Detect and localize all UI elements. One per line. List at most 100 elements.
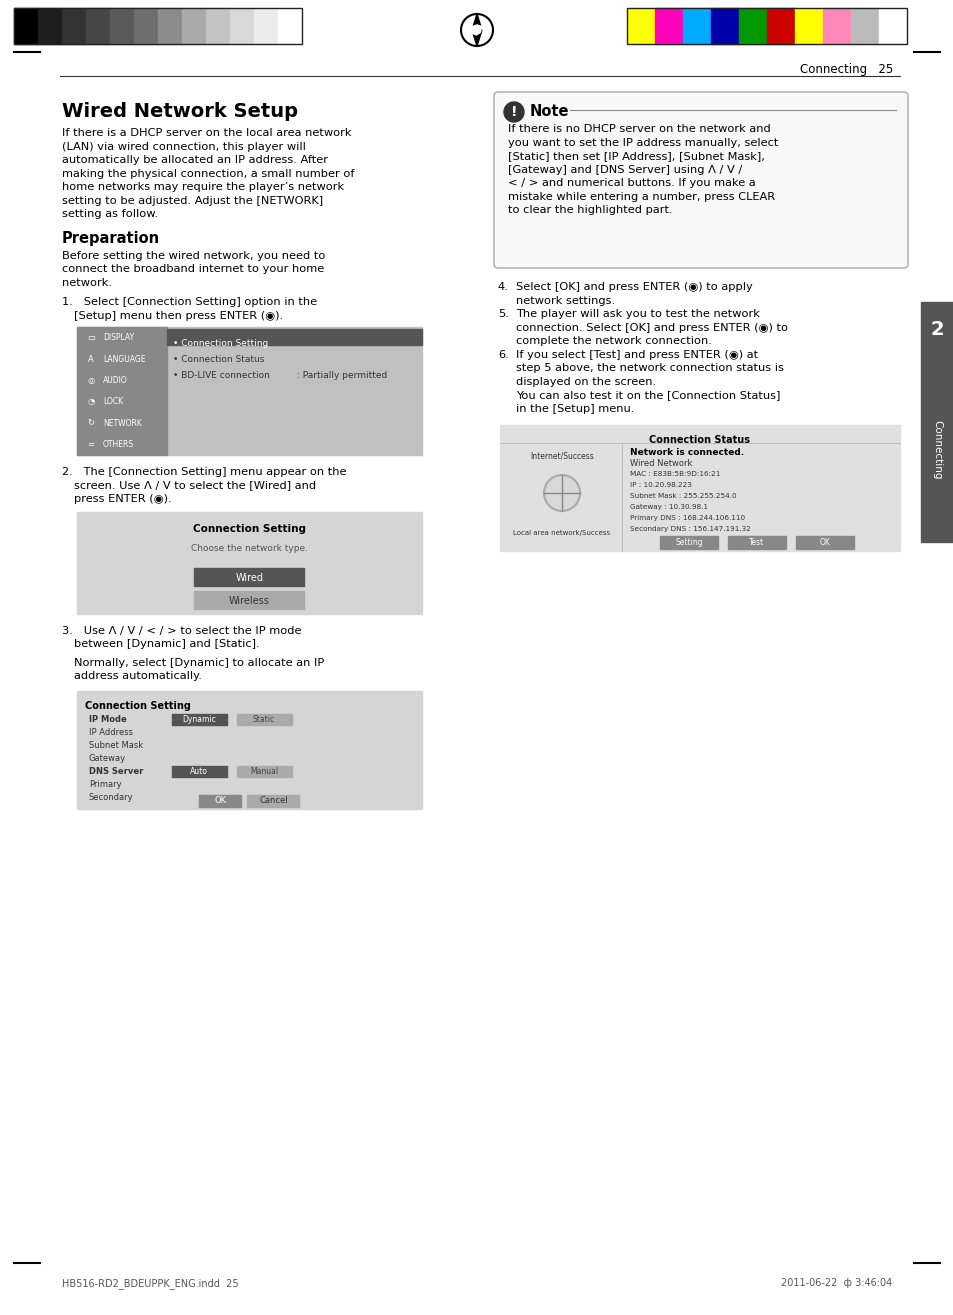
Bar	[77, 327, 421, 455]
Bar	[158, 8, 182, 43]
Text: Gateway : 10.30.98.1: Gateway : 10.30.98.1	[629, 504, 707, 510]
Text: home networks may require the player’s network: home networks may require the player’s n…	[62, 181, 344, 192]
Circle shape	[503, 103, 523, 122]
Text: =: =	[88, 439, 94, 448]
Text: Internet/Success: Internet/Success	[530, 451, 594, 460]
Text: Dynamic: Dynamic	[182, 715, 215, 725]
Circle shape	[543, 475, 579, 512]
Bar	[626, 8, 906, 43]
Bar	[62, 8, 86, 43]
Bar	[182, 8, 206, 43]
Text: OK: OK	[819, 538, 829, 547]
Text: !: !	[510, 105, 517, 118]
Text: NETWORK: NETWORK	[103, 418, 142, 427]
Bar	[659, 537, 718, 548]
Text: displayed on the screen.: displayed on the screen.	[516, 376, 656, 387]
Bar	[77, 327, 167, 455]
Bar	[795, 537, 853, 548]
Text: network.: network.	[62, 277, 112, 288]
Text: IP : 10.20.98.223: IP : 10.20.98.223	[629, 483, 691, 488]
Text: Connection Setting: Connection Setting	[85, 701, 191, 710]
Text: mistake while entering a number, press CLEAR: mistake while entering a number, press C…	[507, 192, 774, 201]
Text: Connection Setting: Connection Setting	[193, 523, 306, 534]
Text: IP Address: IP Address	[89, 727, 132, 736]
Text: Normally, select [Dynamic] to allocate an IP: Normally, select [Dynamic] to allocate a…	[74, 658, 324, 668]
Text: 2.   The [Connection Setting] menu appear on the: 2. The [Connection Setting] menu appear …	[62, 467, 346, 477]
Bar	[710, 8, 739, 43]
Text: Wireless: Wireless	[229, 596, 270, 605]
Text: Local area network/Success: Local area network/Success	[513, 530, 610, 537]
Text: Gateway: Gateway	[89, 753, 126, 763]
Text: LOCK: LOCK	[103, 397, 123, 406]
Bar	[133, 8, 158, 43]
Text: 1.   Select [Connection Setting] option in the: 1. Select [Connection Setting] option in…	[62, 297, 316, 306]
Text: automatically be allocated an IP address. After: automatically be allocated an IP address…	[62, 155, 328, 164]
Text: Wired Network: Wired Network	[629, 459, 692, 468]
Text: Wired: Wired	[235, 572, 263, 583]
Text: setting to be adjusted. Adjust the [NETWORK]: setting to be adjusted. Adjust the [NETW…	[62, 196, 323, 205]
Bar	[194, 568, 304, 585]
Text: Auto: Auto	[190, 767, 208, 776]
Bar	[110, 8, 133, 43]
Text: HB516-RD2_BDEUPPK_ENG.indd  25: HB516-RD2_BDEUPPK_ENG.indd 25	[62, 1278, 238, 1289]
Text: complete the network connection.: complete the network connection.	[516, 337, 711, 346]
Text: [Setup] menu then press ENTER (◉).: [Setup] menu then press ENTER (◉).	[74, 310, 283, 321]
Text: AUDIO: AUDIO	[103, 376, 128, 385]
Text: ▭: ▭	[87, 333, 95, 342]
Text: Wired Network Setup: Wired Network Setup	[62, 103, 297, 121]
Bar	[878, 8, 906, 43]
Text: A: A	[88, 355, 93, 363]
Text: Before setting the wired network, you need to: Before setting the wired network, you ne…	[62, 250, 325, 260]
Polygon shape	[472, 30, 481, 46]
Circle shape	[473, 26, 480, 34]
Text: Cancel: Cancel	[259, 796, 288, 805]
Text: 6.: 6.	[497, 350, 508, 359]
Text: • Connection Setting: • Connection Setting	[172, 339, 268, 348]
Text: The player will ask you to test the network: The player will ask you to test the netw…	[516, 309, 760, 320]
Bar	[727, 537, 785, 548]
Bar	[206, 8, 230, 43]
Text: Primary DNS : 168.244.106.110: Primary DNS : 168.244.106.110	[629, 515, 744, 521]
Text: 3.   Use Λ / V / < / > to select the IP mode: 3. Use Λ / V / < / > to select the IP mo…	[62, 626, 301, 635]
Text: to clear the highlighted part.: to clear the highlighted part.	[507, 205, 672, 214]
Text: ↻: ↻	[88, 418, 94, 427]
Text: ◔: ◔	[88, 397, 94, 406]
Bar	[77, 512, 421, 614]
Text: LANGUAGE: LANGUAGE	[103, 355, 146, 363]
Text: DNS Server: DNS Server	[89, 767, 143, 776]
Text: Primary: Primary	[89, 780, 121, 789]
Text: in the [Setup] menu.: in the [Setup] menu.	[516, 404, 634, 413]
Text: If there is no DHCP server on the network and: If there is no DHCP server on the networ…	[507, 124, 770, 134]
Text: [Static] then set [IP Address], [Subnet Mask],: [Static] then set [IP Address], [Subnet …	[507, 151, 764, 160]
Text: • Connection Status: • Connection Status	[172, 355, 264, 364]
Text: Connecting   25: Connecting 25	[799, 63, 892, 76]
Bar	[682, 8, 710, 43]
Text: Network is connected.: Network is connected.	[629, 448, 743, 458]
Text: : Partially permitted: : Partially permitted	[296, 371, 387, 380]
Bar	[850, 8, 878, 43]
Text: • BD-LIVE connection: • BD-LIVE connection	[172, 371, 270, 380]
Text: Subnet Mask : 255.255.254.0: Subnet Mask : 255.255.254.0	[629, 493, 736, 498]
Bar	[920, 302, 953, 542]
FancyBboxPatch shape	[494, 92, 907, 268]
Text: connection. Select [OK] and press ENTER (◉) to: connection. Select [OK] and press ENTER …	[516, 322, 787, 333]
Text: Secondary DNS : 156.147.191.32: Secondary DNS : 156.147.191.32	[629, 526, 750, 533]
Text: address automatically.: address automatically.	[74, 671, 202, 681]
Text: Connection Status: Connection Status	[649, 435, 750, 444]
Bar	[167, 329, 421, 345]
Text: OK: OK	[214, 796, 226, 805]
Bar	[247, 794, 299, 806]
Bar	[794, 8, 822, 43]
Bar	[172, 714, 227, 725]
Text: network settings.: network settings.	[516, 296, 615, 305]
Text: < / > and numerical buttons. If you make a: < / > and numerical buttons. If you make…	[507, 178, 755, 188]
Text: press ENTER (◉).: press ENTER (◉).	[74, 494, 172, 504]
Text: 4.: 4.	[497, 281, 508, 292]
Bar	[499, 425, 899, 551]
Polygon shape	[472, 14, 481, 30]
Text: screen. Use Λ / V to select the [Wired] and: screen. Use Λ / V to select the [Wired] …	[74, 480, 315, 490]
Text: IP Mode: IP Mode	[89, 714, 127, 723]
Bar	[77, 690, 421, 809]
Text: Choose the network type.: Choose the network type.	[191, 543, 308, 552]
Text: between [Dynamic] and [Static].: between [Dynamic] and [Static].	[74, 639, 259, 650]
